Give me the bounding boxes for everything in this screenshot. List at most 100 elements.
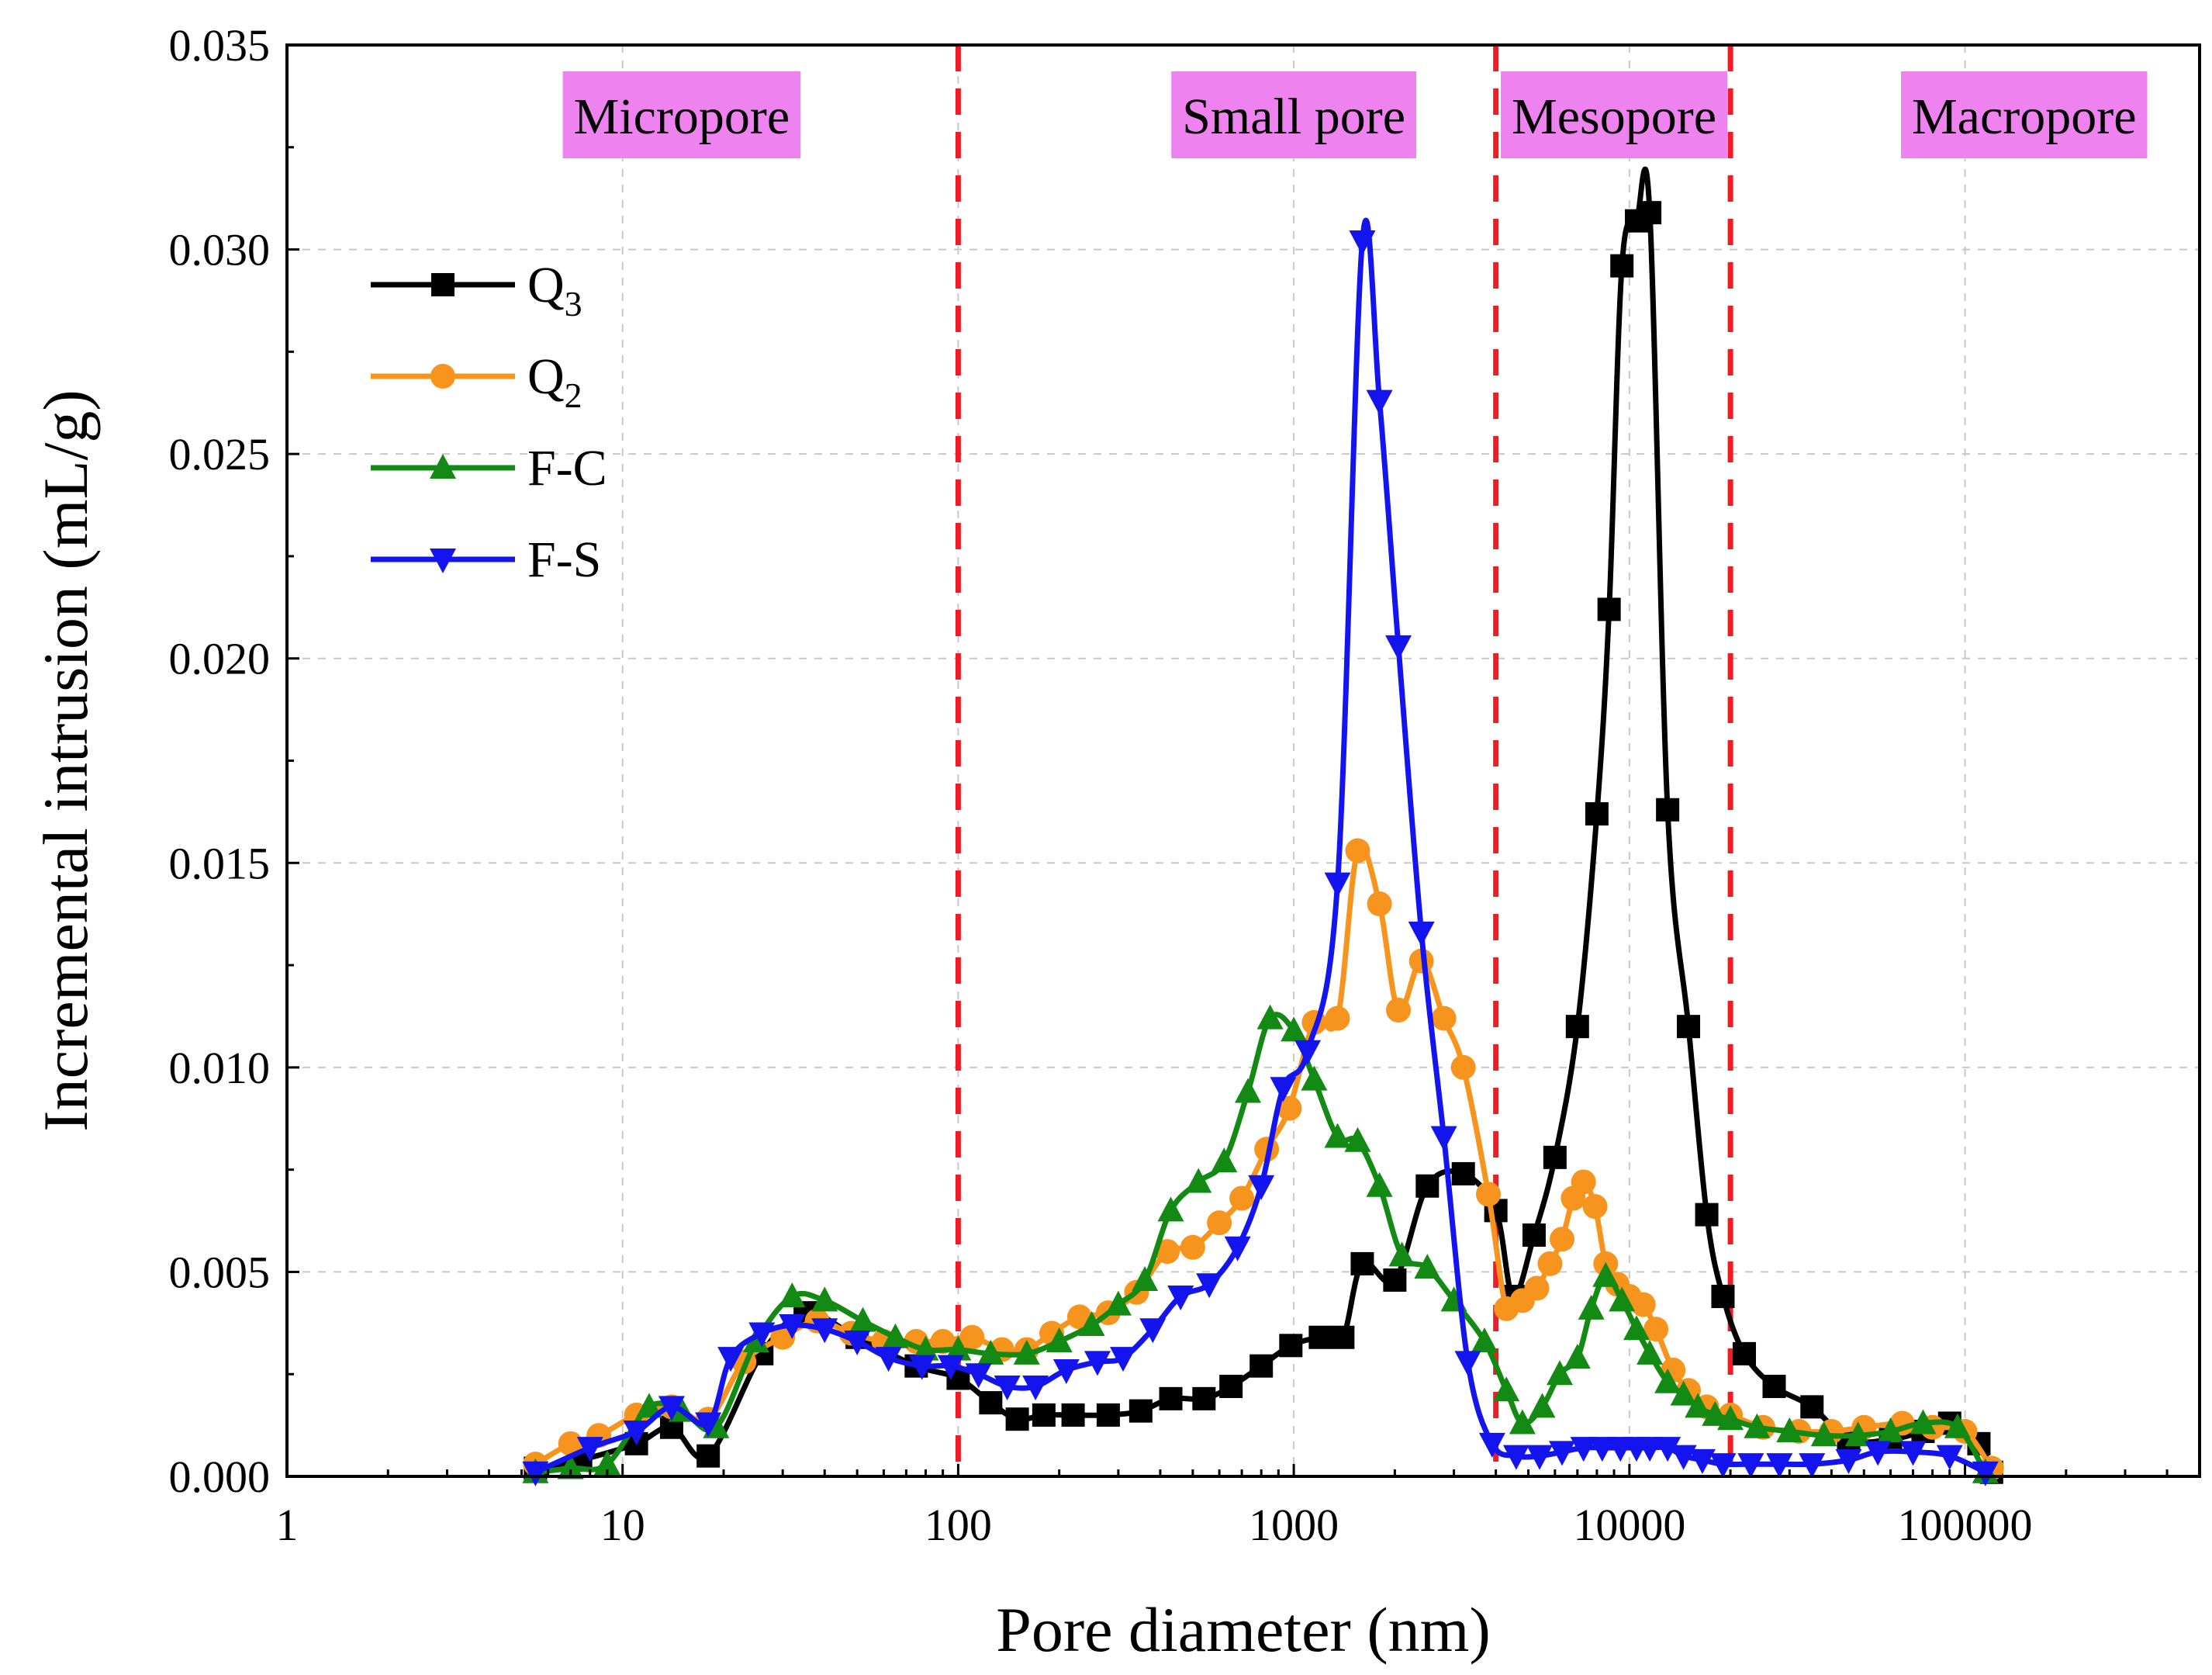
data-point-f-c	[1104, 1290, 1132, 1316]
data-point-q3	[1585, 802, 1609, 826]
data-point-f-s	[1670, 1445, 1697, 1470]
y-tick-label: 0.005	[169, 1247, 271, 1297]
data-point-q3	[1565, 1015, 1589, 1039]
data-point-q3	[1695, 1203, 1719, 1227]
data-point-f-c	[1609, 1286, 1636, 1312]
data-point-f-s	[1799, 1453, 1826, 1479]
data-point-f-s	[1349, 230, 1376, 256]
data-point-q3	[1597, 597, 1621, 621]
data-point-f-s	[1454, 1351, 1481, 1376]
series-f-c	[522, 1004, 1999, 1483]
x-tick-label: 10	[600, 1500, 645, 1550]
data-point-f-c	[882, 1323, 909, 1348]
legend-label-f-s: F-S	[527, 531, 601, 588]
x-axis-label: Pore diameter (nm)	[996, 1594, 1491, 1665]
data-point-f-s	[1196, 1273, 1223, 1299]
data-point-f-c	[1578, 1294, 1605, 1320]
data-point-f-s	[875, 1347, 902, 1372]
data-point-f-s	[695, 1412, 722, 1438]
series-line-q3	[534, 166, 1995, 1474]
data-point-q2	[1630, 1292, 1656, 1317]
data-point-f-c	[1366, 1171, 1393, 1197]
data-point-f-c	[1414, 1254, 1441, 1279]
data-point-q3	[1219, 1375, 1243, 1399]
data-point-f-s	[576, 1437, 603, 1462]
data-point-f-c	[1185, 1168, 1212, 1193]
data-point-f-c	[1776, 1417, 1803, 1443]
data-point-q2	[1325, 1005, 1350, 1031]
data-point-f-c	[1654, 1368, 1681, 1393]
legend-label-subscript: 3	[565, 284, 582, 324]
region-labels: Micropore Small pore Mesopore Macropore	[562, 71, 2148, 158]
data-point-f-s	[1709, 1453, 1737, 1479]
data-point-q3	[1677, 1015, 1701, 1039]
y-tick-label: 0.025	[169, 429, 271, 479]
data-point-f-s	[1248, 1175, 1275, 1200]
data-point-f-s	[1270, 1077, 1297, 1102]
data-point-q3	[1128, 1399, 1153, 1423]
plot-frame	[285, 43, 2201, 1478]
region-label: Small pore	[1182, 88, 1405, 145]
data-point-q2	[1277, 1095, 1302, 1121]
legend-label-main: Q	[527, 348, 565, 405]
data-point-f-c	[1529, 1393, 1556, 1418]
data-point-f-s	[1899, 1441, 1927, 1466]
data-point-q2	[1155, 1239, 1180, 1265]
data-point-f-s	[1570, 1437, 1597, 1462]
x-tick-label: 10000	[1573, 1500, 1685, 1550]
data-point-f-c	[849, 1306, 876, 1332]
data-point-f-s	[1972, 1461, 1999, 1486]
data-point-f-c	[1944, 1413, 1971, 1438]
data-point-f-s	[1052, 1358, 1080, 1384]
data-point-f-c	[1301, 1065, 1328, 1091]
data-point-q3	[1096, 1403, 1120, 1427]
data-point-q3	[1249, 1354, 1274, 1378]
data-point-f-c	[945, 1335, 972, 1361]
data-point-f-c	[1493, 1376, 1520, 1402]
data-point-f-s	[1385, 635, 1412, 660]
data-point-f-s	[1478, 1432, 1505, 1458]
data-point-f-c	[1078, 1310, 1105, 1336]
data-point-f-s	[623, 1421, 650, 1446]
data-point-q2	[1524, 1275, 1550, 1301]
data-point-q2	[1571, 1169, 1596, 1195]
data-point-q3	[1638, 201, 1662, 225]
data-point-q3	[1543, 1145, 1567, 1169]
data-point-f-s	[844, 1331, 871, 1356]
data-point-f-s	[1588, 1437, 1616, 1462]
data-point-q2	[1180, 1234, 1205, 1260]
data-point-f-c	[1234, 1078, 1261, 1103]
data-point-f-s	[1835, 1448, 1862, 1474]
data-point-f-c	[811, 1286, 838, 1312]
data-point-f-c	[1744, 1413, 1771, 1438]
data-point-f-c	[593, 1450, 620, 1476]
data-point-q2	[1345, 838, 1370, 863]
data-point-f-c	[742, 1327, 769, 1353]
data-point-f-c	[1388, 1241, 1415, 1267]
data-point-f-s	[1865, 1441, 1892, 1466]
data-point-f-c	[1592, 1261, 1619, 1287]
legend-label-subscript: 2	[565, 375, 582, 415]
y-tick-label: 0.015	[169, 838, 271, 888]
data-point-f-c	[912, 1335, 939, 1361]
data-point-f-s	[748, 1322, 776, 1348]
region-label: Mesopore	[1512, 88, 1716, 145]
data-point-f-c	[1344, 1126, 1371, 1152]
legend-item-f-s: F-S	[371, 531, 601, 588]
data-point-f-s	[1549, 1441, 1576, 1466]
data-point-f-c	[779, 1282, 806, 1308]
x-tick-label: 1	[276, 1500, 299, 1550]
y-axis-label: Incremental intrusion (mL/g)	[30, 389, 101, 1131]
data-point-f-c	[1281, 1016, 1308, 1042]
legend-label-main: F-C	[527, 440, 607, 497]
data-point-q3	[1415, 1174, 1440, 1198]
data-point-f-c	[1810, 1421, 1837, 1447]
data-point-f-c	[1702, 1400, 1729, 1426]
legend-label-main: F-S	[527, 531, 601, 588]
data-point-f-s	[1408, 921, 1435, 947]
x-tick-label: 100000	[1898, 1500, 2033, 1550]
data-point-q3	[1656, 798, 1680, 822]
data-point-f-c	[1509, 1409, 1536, 1434]
data-point-q3	[1733, 1341, 1757, 1365]
legend-marker-f-s	[430, 549, 456, 573]
